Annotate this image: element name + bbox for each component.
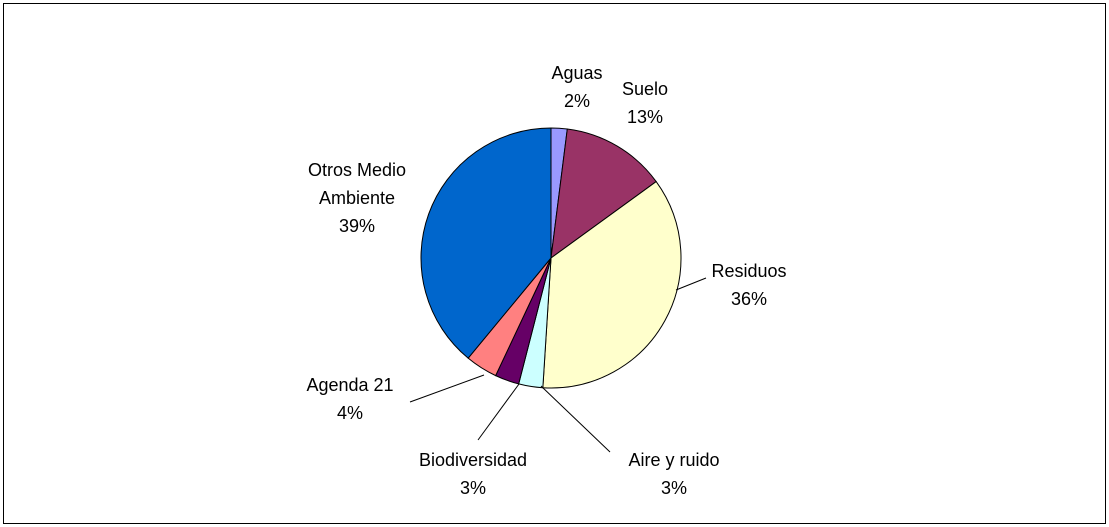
category-label: Otros Medio Ambiente <box>307 160 407 208</box>
category-label: Suelo <box>621 79 669 99</box>
pie-slice <box>550 128 657 260</box>
pie-slice <box>542 180 682 389</box>
frame <box>3 3 1106 524</box>
category-label: Biodiversidad <box>418 450 528 470</box>
value-label: 3% <box>459 478 486 498</box>
value-label: 3% <box>660 478 687 498</box>
category-label: Agenda 21 <box>306 375 394 395</box>
category-label: Aguas <box>551 63 603 83</box>
slice-label: Agenda 21 4% <box>285 371 415 427</box>
value-label: 13% <box>626 107 664 127</box>
value-label: 4% <box>336 403 363 423</box>
slice-label: Aire y ruido 3% <box>604 446 744 502</box>
leader-line <box>409 374 485 403</box>
value-label: 39% <box>338 216 376 236</box>
value-label: 36% <box>730 289 768 309</box>
value-label: 2% <box>563 91 590 111</box>
slice-label: Residuos 36% <box>699 257 799 313</box>
slice-label: Biodiversidad 3% <box>393 446 553 502</box>
category-label: Aire y ruido <box>628 450 720 470</box>
leader-line <box>477 383 520 441</box>
pie-slice <box>420 127 552 359</box>
leader-line <box>540 385 611 453</box>
slice-label: Suelo 13% <box>605 75 685 131</box>
slice-label: Aguas 2% <box>537 59 617 115</box>
slice-label: Otros Medio Ambiente 39% <box>287 156 427 240</box>
category-label: Residuos <box>711 261 787 281</box>
leader-line <box>675 277 707 291</box>
